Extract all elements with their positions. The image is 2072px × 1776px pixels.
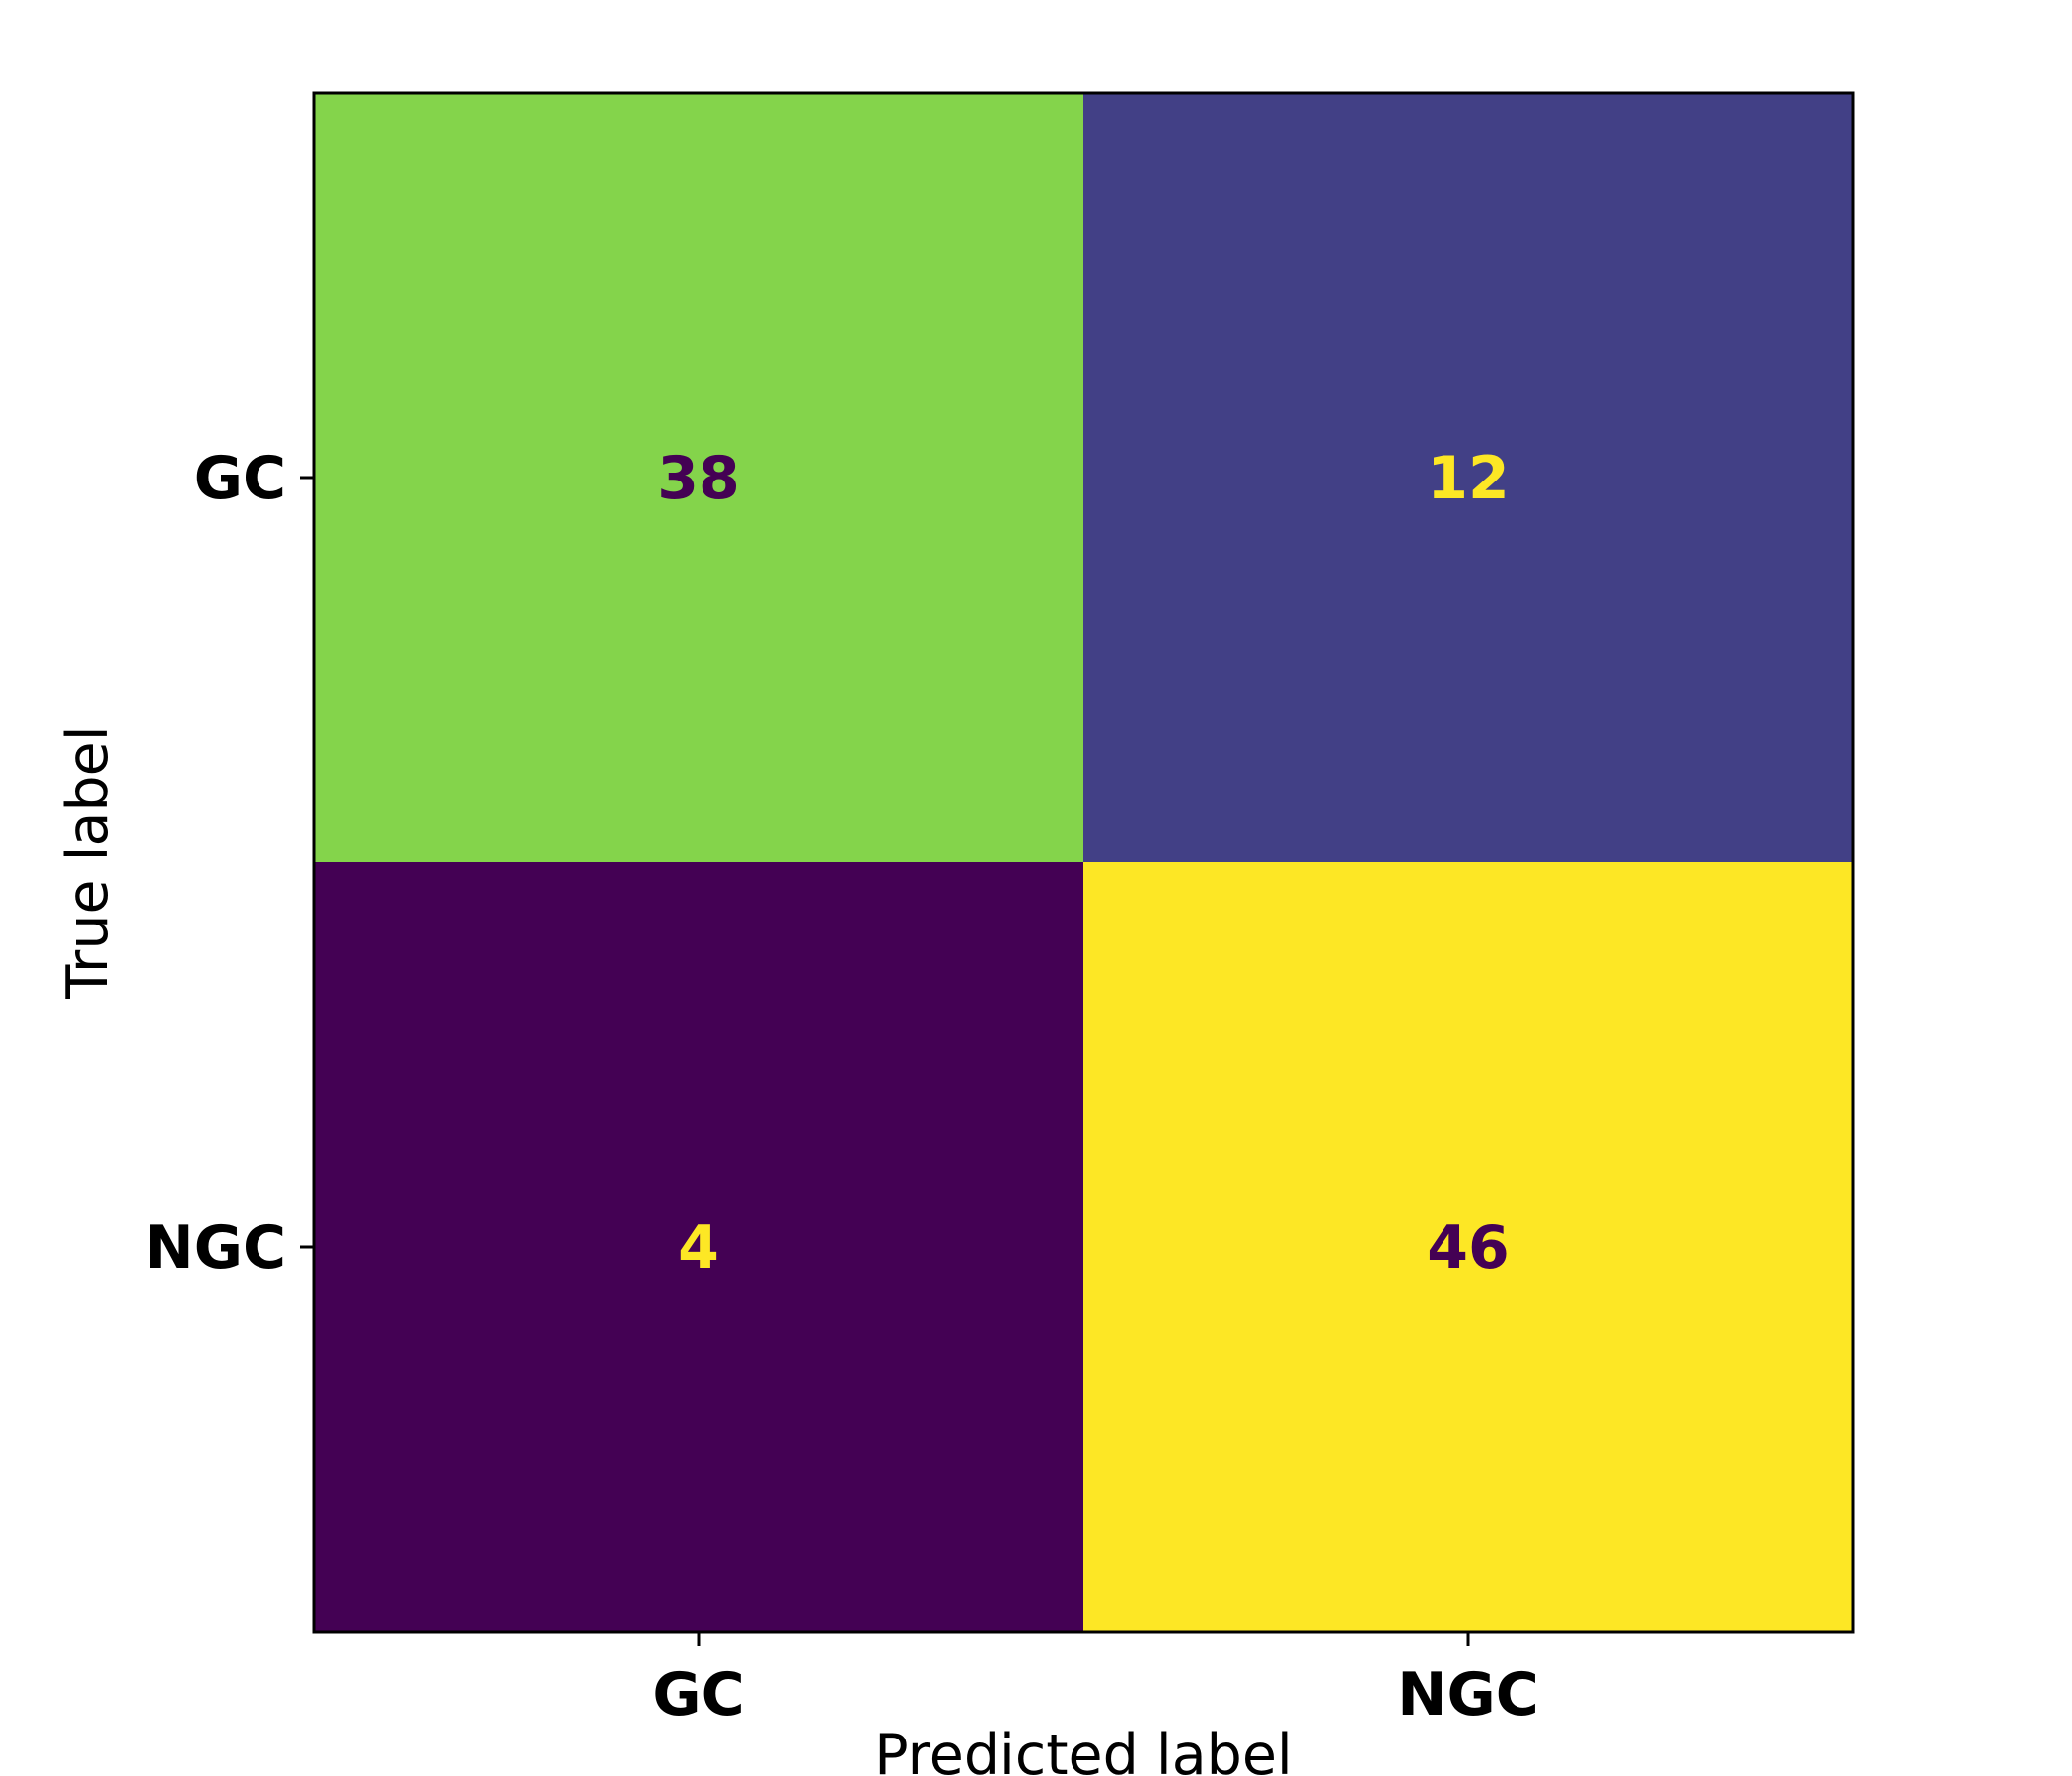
cell-value-label-0-0: 38: [657, 444, 740, 513]
cell-value-label-1-0: 4: [678, 1214, 719, 1283]
y-tick-label-0: GC: [194, 444, 286, 513]
ticks-layer: GC NGC GC NGC: [145, 444, 1539, 1730]
heatmap-cell-0-0: [314, 93, 1083, 862]
y-tick-label-1: NGC: [145, 1214, 287, 1283]
heatmap-cell-1-0: [314, 862, 1083, 1632]
y-axis-title: True label: [55, 725, 120, 999]
cell-value-label-1-1: 46: [1427, 1214, 1510, 1283]
plot-frame: [312, 91, 1855, 1634]
x-tick-label-0: GC: [652, 1661, 744, 1730]
heatmap-cell-0-1: [1083, 93, 1853, 862]
x-axis-title: Predicted label: [874, 1723, 1293, 1776]
x-tick-label-1: NGC: [1397, 1661, 1539, 1730]
cells-layer: [314, 93, 1853, 1632]
heatmap-cell-1-1: [1083, 862, 1853, 1632]
cell-value-label-0-1: 12: [1427, 444, 1510, 513]
cell-labels-layer: 38 12 4 46: [657, 444, 1510, 1283]
